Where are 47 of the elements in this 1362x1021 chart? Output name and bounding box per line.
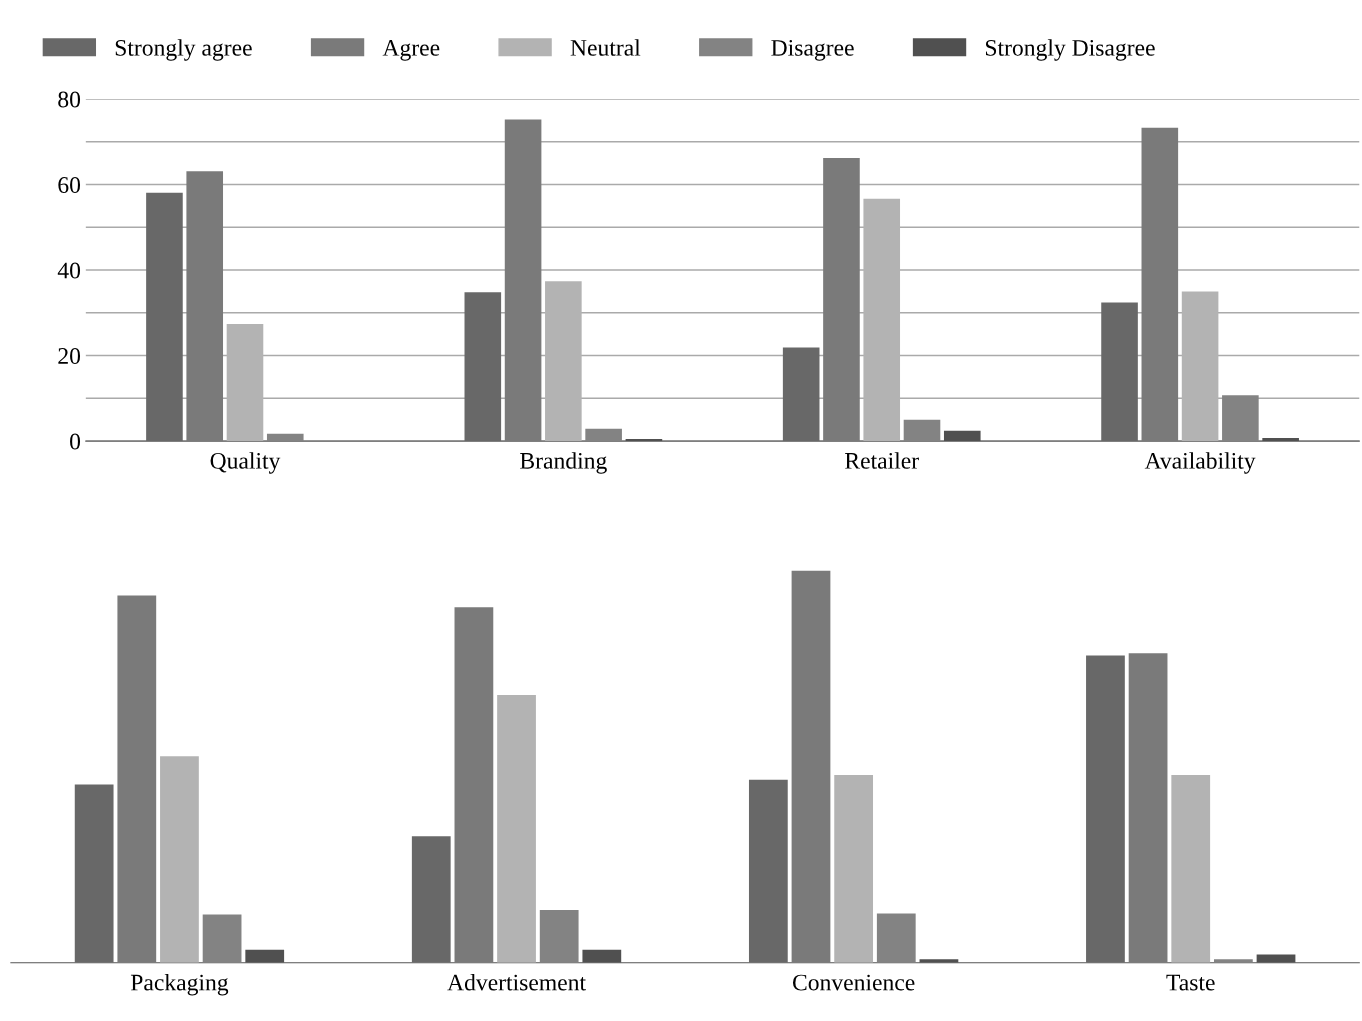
bar (202, 914, 242, 963)
bar (160, 756, 199, 963)
bar (497, 695, 536, 963)
bar (1086, 655, 1125, 963)
bar (411, 836, 451, 963)
bar (1141, 127, 1179, 442)
bar (1171, 775, 1211, 963)
x-tick-label: Retailer (845, 452, 919, 469)
legend-label: Disagree (771, 39, 854, 61)
x-tick-label: Packaging (130, 973, 229, 996)
x-tick-label: Advertisement (447, 973, 586, 991)
bar (834, 775, 874, 963)
bar (585, 428, 622, 442)
legend-label: Strongly agree (115, 39, 252, 61)
bar (903, 419, 941, 442)
bar (582, 949, 622, 963)
bar (117, 595, 157, 963)
bar (782, 347, 820, 442)
y-tick-label: 40 (57, 262, 81, 279)
bar (266, 433, 304, 442)
bar (146, 192, 183, 442)
bar (74, 784, 114, 963)
bar (1222, 395, 1259, 442)
bar (504, 119, 542, 442)
x-tick-label: Branding (520, 452, 607, 474)
x-tick-label: Taste (1166, 974, 1215, 991)
legend-label: Strongly Disagree (985, 39, 1155, 61)
legend-label: Neutral (570, 39, 641, 56)
legend-label: Agree (382, 40, 440, 61)
bar (464, 292, 502, 442)
bar (1128, 653, 1168, 963)
bar (1101, 302, 1138, 442)
bar (539, 909, 579, 963)
x-tick-label: Availability (1144, 452, 1256, 474)
bar (454, 607, 494, 963)
bar (186, 171, 224, 442)
bar (823, 158, 860, 442)
y-tick-label: 0 (70, 433, 81, 450)
y-tick-label: 80 (58, 91, 81, 108)
x-tick-label: Quality (210, 452, 281, 474)
y-tick-label: 60 (58, 177, 81, 193)
x-tick-label: Convenience (792, 974, 915, 991)
bar (245, 949, 285, 963)
bar (791, 570, 831, 963)
bar (876, 913, 916, 963)
y-tick-label: 20 (58, 348, 81, 364)
bar (748, 779, 788, 963)
